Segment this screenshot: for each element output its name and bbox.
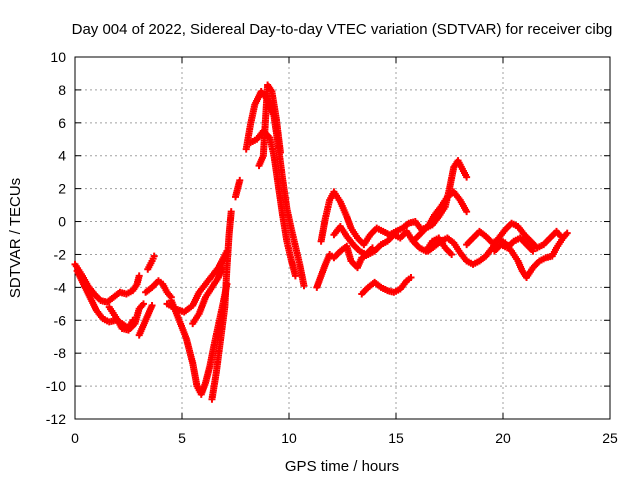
series-sat-M <box>246 127 299 280</box>
plot-frame <box>74 56 611 420</box>
data-point <box>227 208 235 216</box>
series-sat-U <box>463 227 571 281</box>
y-tick-label: 0 <box>58 214 66 230</box>
series-sat-C <box>105 300 147 334</box>
y-tick-label: 6 <box>58 115 66 131</box>
x-axis-label: GPS time / hours <box>285 458 399 475</box>
x-tick-label: 0 <box>71 430 79 446</box>
y-tick-label: 10 <box>50 49 66 65</box>
series-sat-I <box>189 264 227 328</box>
series-sat-D <box>135 301 156 339</box>
series-sat-V <box>490 234 537 255</box>
x-tick-label: 5 <box>178 430 186 446</box>
data-point <box>139 300 147 308</box>
data-point <box>276 148 284 156</box>
chart-title: Day 004 of 2022, Sidereal Day-to-day VTE… <box>72 21 613 38</box>
data-point <box>148 301 156 309</box>
series-sat-F <box>144 252 158 273</box>
series-sat-S <box>409 157 471 245</box>
data-point <box>463 208 471 216</box>
y-tick-label: -6 <box>54 312 67 328</box>
y-tick-label: 8 <box>58 82 66 98</box>
data-point <box>150 252 158 260</box>
series-sat-A <box>71 260 143 306</box>
x-tick-label: 25 <box>602 430 618 446</box>
data-point <box>448 250 456 258</box>
x-tick-label: 20 <box>495 430 511 446</box>
x-tick-label: 15 <box>388 430 404 446</box>
y-tick-label: -4 <box>54 279 67 295</box>
data-point <box>291 272 299 280</box>
series-sat-N <box>255 81 284 170</box>
series-sat-L <box>242 88 308 290</box>
data-point <box>135 272 143 280</box>
tick-layer: 0 5 10 15 20 25 -12 -10 -8 -6 -4 -2 0 2 4 6 8 10 <box>46 49 618 446</box>
data-point <box>563 229 571 237</box>
series-sat-Q <box>330 222 376 258</box>
y-tick-label: -10 <box>46 378 66 394</box>
x-tick-label: 10 <box>281 430 297 446</box>
marks-layer <box>71 81 571 403</box>
grid-layer <box>75 57 610 419</box>
y-tick-label: -12 <box>46 411 66 427</box>
data-point <box>236 176 244 184</box>
data-point <box>407 273 415 281</box>
y-tick-label: -8 <box>54 345 67 361</box>
y-tick-label: 4 <box>58 148 66 164</box>
series-sat-E <box>142 277 175 301</box>
series-sat-J <box>208 208 235 403</box>
y-tick-label: -2 <box>54 246 67 262</box>
y-tick-label: 2 <box>58 181 66 197</box>
series-sat-R <box>358 273 415 298</box>
series-sat-K <box>232 176 244 201</box>
y-axis-label: SDTVAR / TECUs <box>7 178 24 298</box>
data-point <box>529 247 537 255</box>
data-point <box>463 173 471 181</box>
data-point <box>368 244 376 252</box>
data-point <box>300 282 308 290</box>
